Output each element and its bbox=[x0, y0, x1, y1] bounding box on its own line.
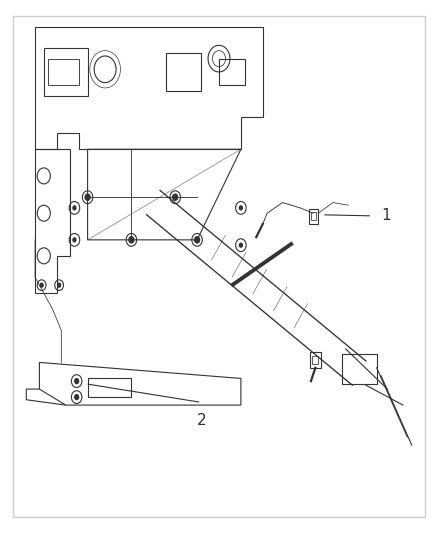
Circle shape bbox=[239, 243, 243, 248]
Bar bbox=[311, 212, 316, 220]
Bar bbox=[219, 59, 245, 85]
Bar bbox=[312, 356, 318, 364]
Bar bbox=[342, 354, 377, 384]
Circle shape bbox=[173, 194, 178, 200]
Circle shape bbox=[72, 205, 77, 211]
Bar bbox=[44, 48, 88, 96]
Bar bbox=[48, 59, 79, 85]
Circle shape bbox=[39, 282, 44, 288]
Circle shape bbox=[129, 237, 134, 243]
Bar bbox=[88, 378, 131, 397]
Text: 2: 2 bbox=[197, 413, 206, 428]
Circle shape bbox=[194, 237, 200, 243]
Circle shape bbox=[74, 378, 79, 384]
Circle shape bbox=[74, 394, 79, 400]
Bar bbox=[166, 53, 201, 91]
Circle shape bbox=[85, 194, 90, 200]
Circle shape bbox=[239, 205, 243, 211]
Bar bbox=[309, 209, 318, 224]
Circle shape bbox=[72, 237, 77, 243]
Circle shape bbox=[57, 282, 61, 288]
Bar bbox=[310, 352, 321, 368]
Text: 1: 1 bbox=[381, 208, 391, 223]
